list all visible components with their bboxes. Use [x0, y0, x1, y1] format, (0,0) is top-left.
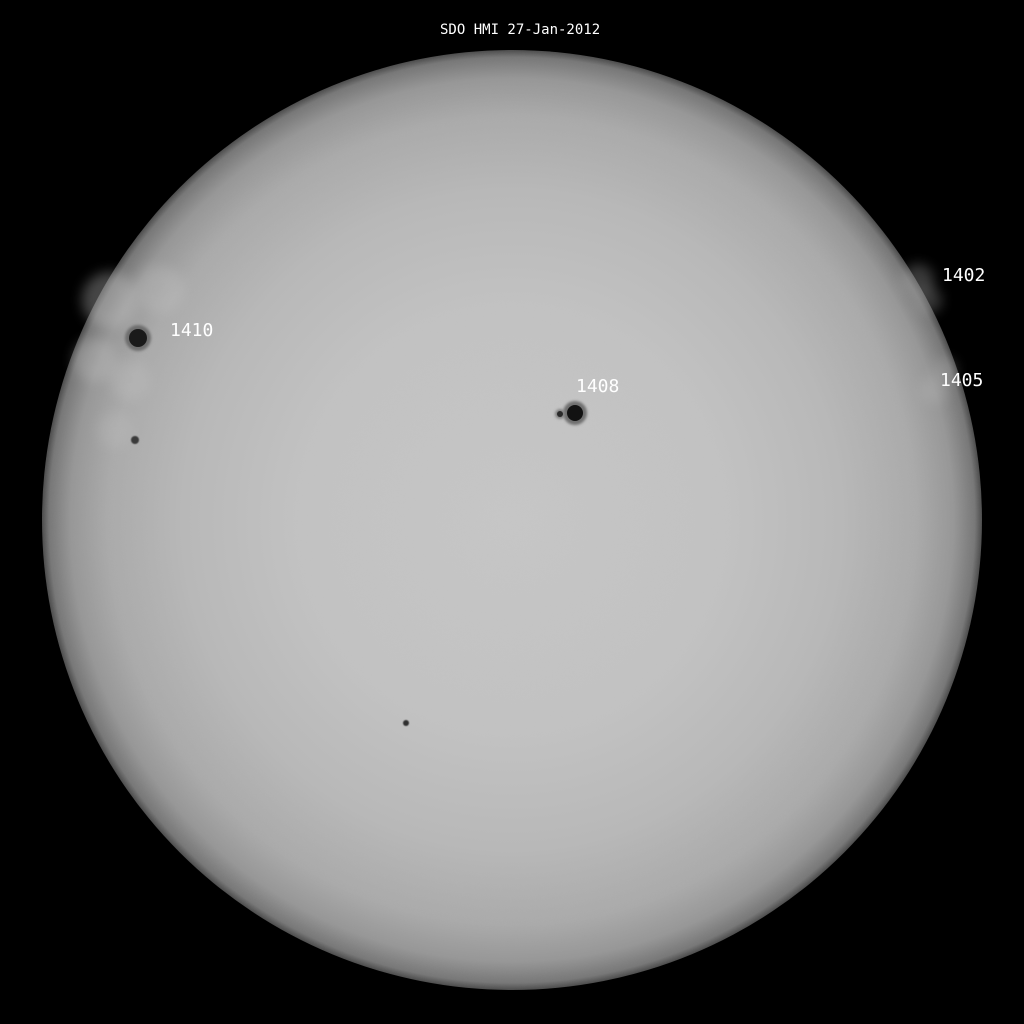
image-title: SDO HMI 27-Jan-2012 — [440, 22, 600, 38]
facula — [902, 264, 934, 296]
solar-granulation — [42, 50, 982, 990]
minor-sunspot — [131, 436, 139, 444]
facula — [82, 272, 138, 328]
facula — [136, 266, 184, 314]
minor-sunspot — [403, 720, 409, 726]
active-region-label-1402: 1402 — [942, 265, 985, 286]
sunspot-umbra — [129, 329, 147, 347]
sunspot-penumbra — [125, 325, 151, 351]
minor-spots-layer — [131, 436, 409, 726]
facula — [110, 360, 150, 400]
sunspot-penumbra — [555, 409, 565, 419]
active-region-label-1410: 1410 — [170, 320, 213, 341]
facula — [73, 338, 117, 382]
solar-disk — [42, 50, 982, 990]
active-region-label-1408: 1408 — [576, 376, 619, 397]
active-region-label-1405: 1405 — [940, 370, 983, 391]
facula — [97, 412, 133, 448]
facula — [914, 286, 942, 314]
sunspot-penumbra — [563, 401, 587, 425]
sunspot-umbra — [557, 411, 563, 417]
sunspot-umbra — [567, 405, 583, 421]
faculae-layer — [73, 264, 957, 448]
solar-disk-canvas — [0, 0, 1024, 1024]
